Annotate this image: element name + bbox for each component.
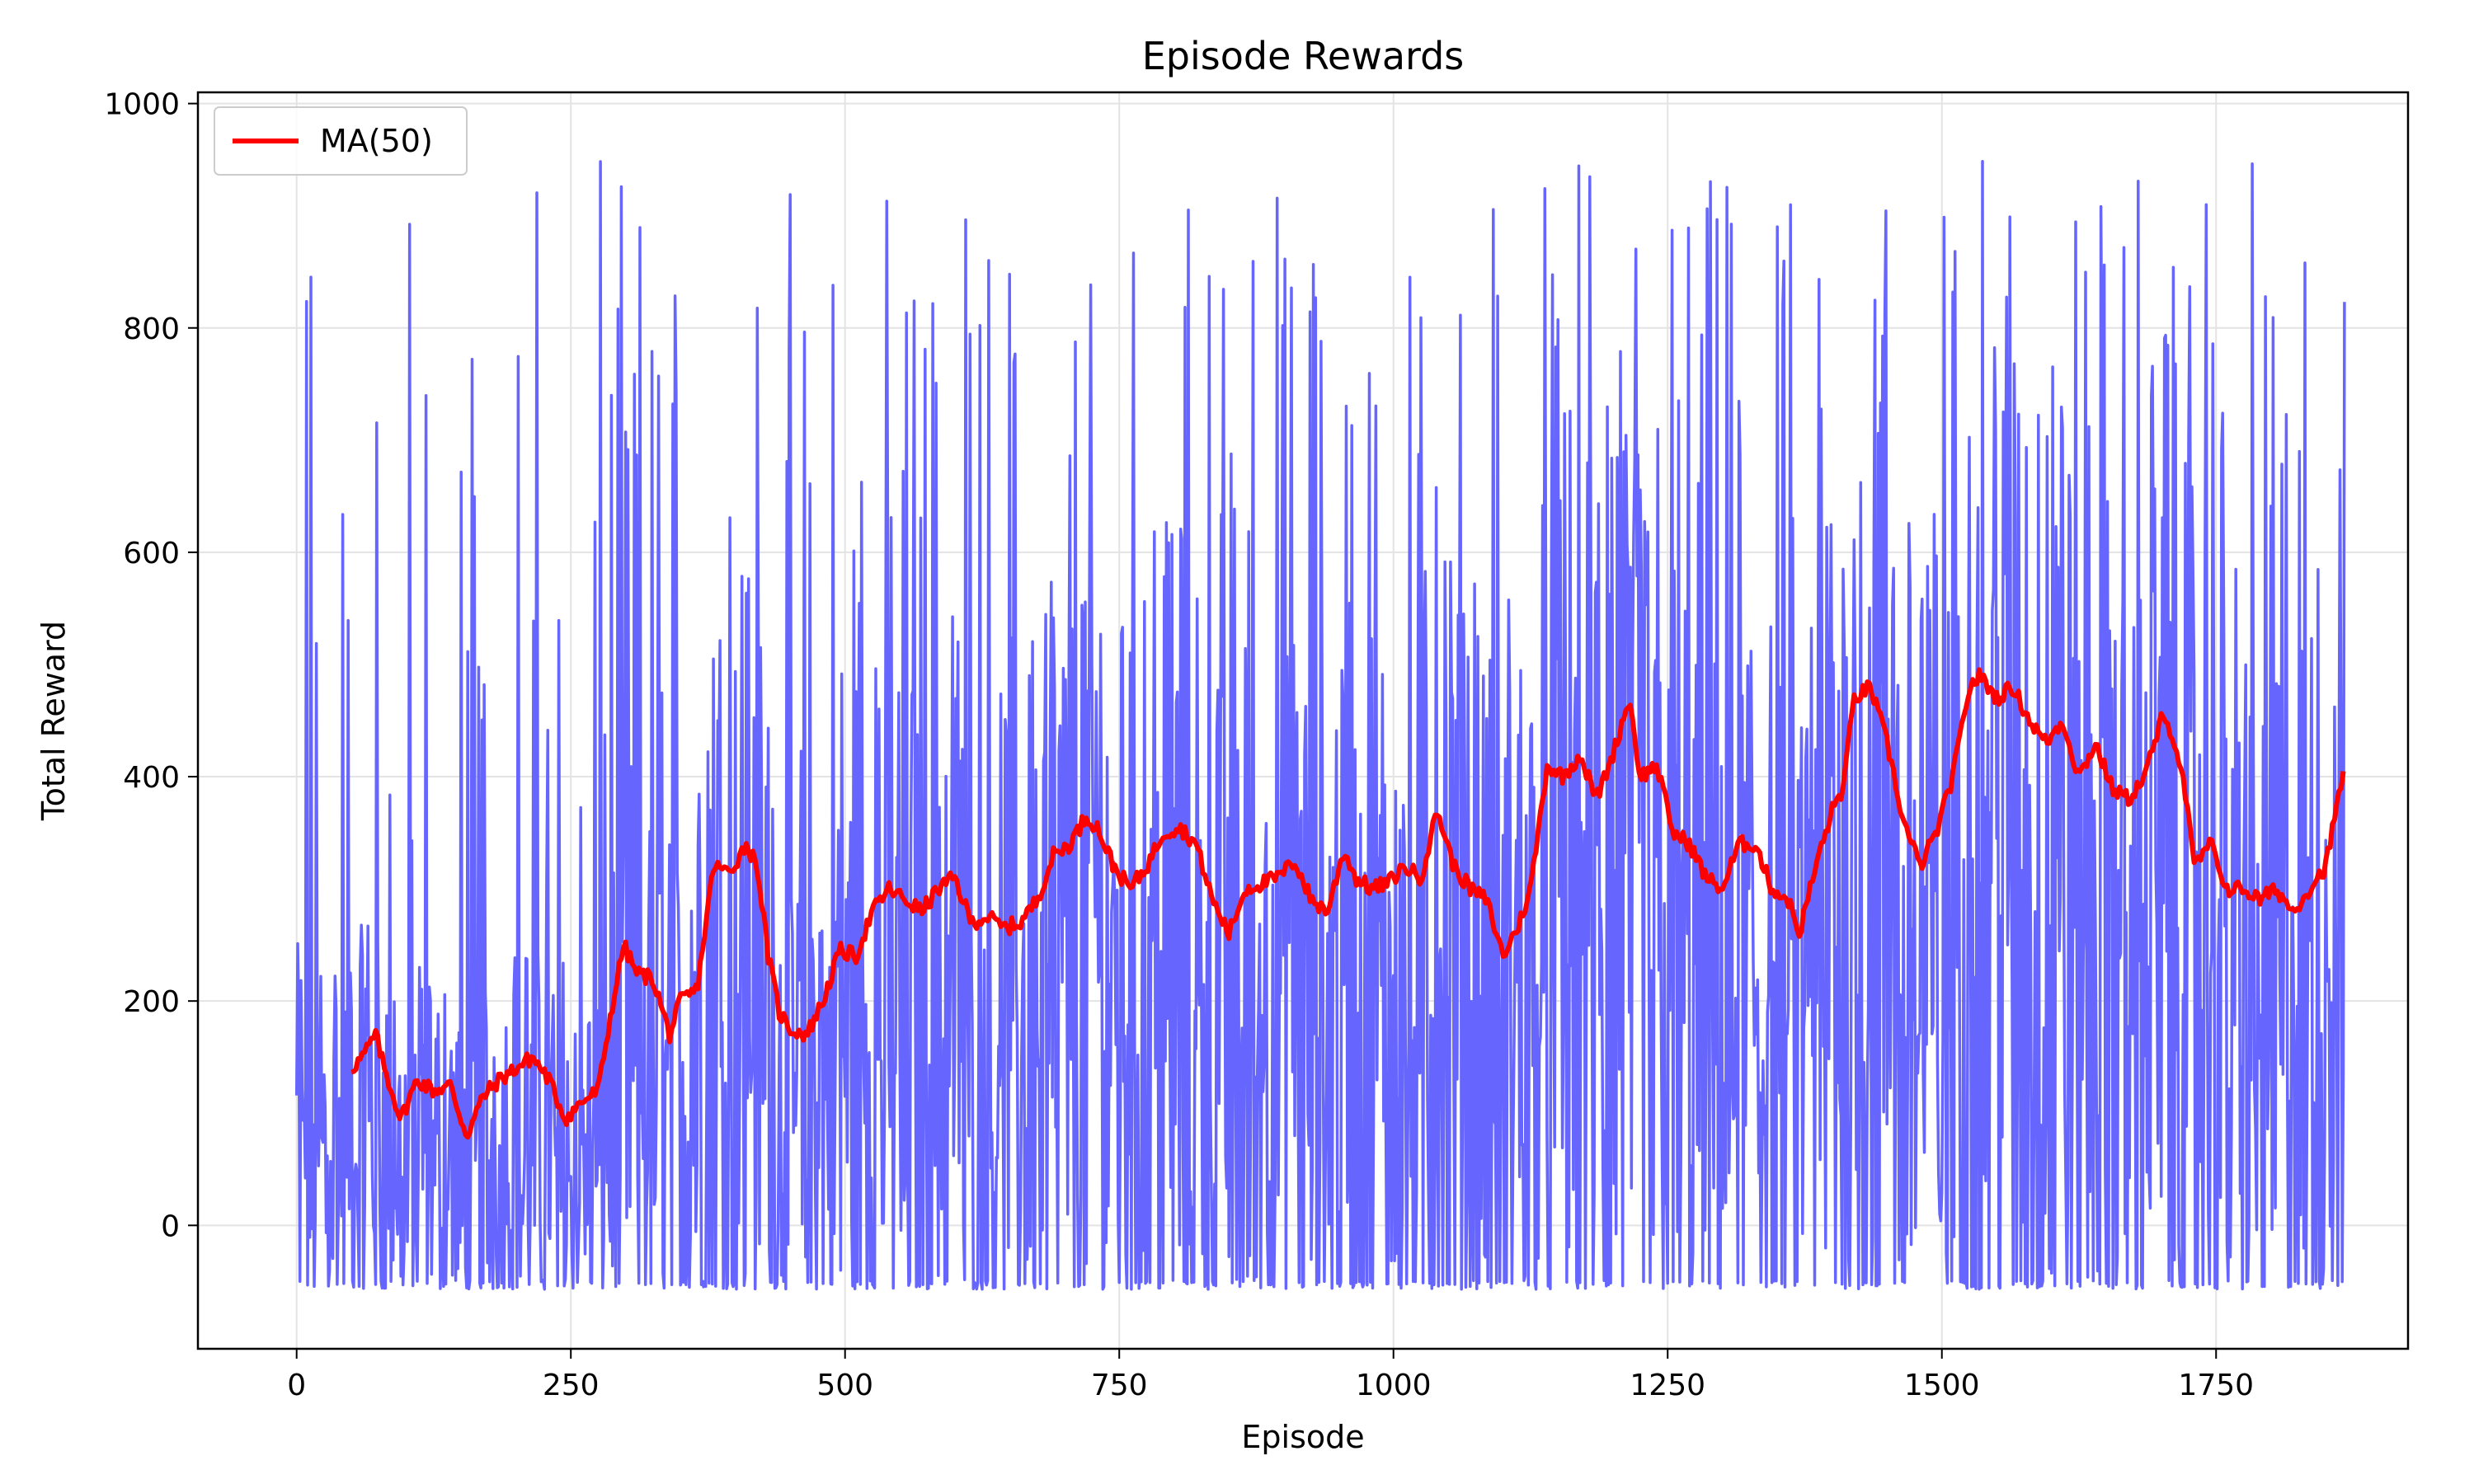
x-tick-label: 1000 [1356,1369,1432,1402]
y-tick-label: 600 [123,537,180,571]
legend: MA(50) [214,106,468,176]
x-tick-label: 1750 [2178,1369,2254,1402]
plot-area-frame [196,91,2410,1350]
raw-reward-series [294,160,2346,1291]
y-tick-label: 0 [161,1209,180,1243]
x-axis-label: Episode [1241,1419,1364,1455]
y-axis-ticks: 0 200 400 600 800 1000 [104,88,198,1243]
x-axis-ticks: 0 250 500 750 1000 1250 1500 1750 [287,1349,2254,1402]
y-tick-label: 200 [123,985,180,1019]
x-tick-label: 500 [816,1369,873,1402]
y-tick-label: 800 [123,312,180,346]
legend-label-ma: MA(50) [320,123,433,159]
x-tick-label: 750 [1091,1369,1148,1402]
raw-reward-line [294,160,2346,1291]
chart-title: Episode Rewards [1142,34,1465,78]
y-axis-label: Total Reward [35,621,72,821]
x-tick-label: 1250 [1630,1369,1705,1402]
x-tick-label: 0 [287,1369,306,1402]
x-tick-label: 1500 [1904,1369,1980,1402]
x-tick-label: 250 [543,1369,600,1402]
legend-box [214,106,468,176]
moving-average-line [350,667,2346,1140]
y-tick-label: 1000 [104,88,180,122]
moving-average-series [350,667,2346,1140]
y-tick-label: 400 [123,761,180,795]
